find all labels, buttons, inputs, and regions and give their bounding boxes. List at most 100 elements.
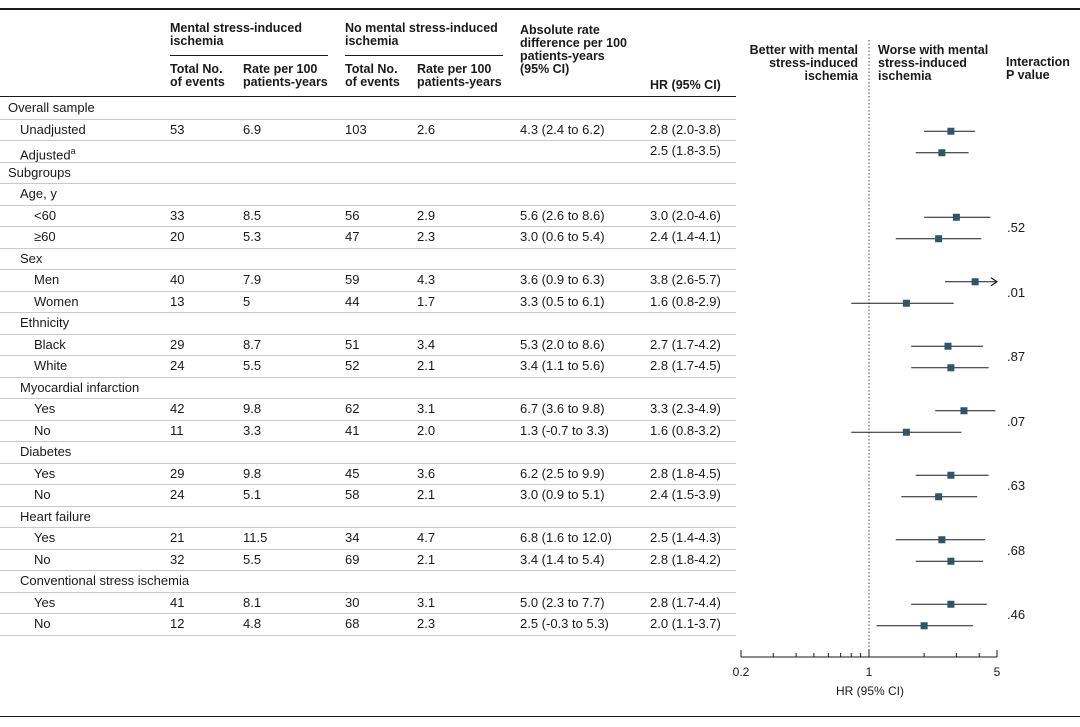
cell-r1: 9.8 bbox=[243, 465, 262, 481]
interaction-pvalue: .87 bbox=[1007, 349, 1026, 364]
cell-r2: 2.6 bbox=[417, 121, 436, 137]
row-label: Black bbox=[34, 336, 66, 352]
row-divider bbox=[0, 591, 736, 593]
x-tick-label: 0.2 bbox=[733, 665, 750, 679]
header-interaction-line: Interaction bbox=[1006, 55, 1070, 69]
row-label: Heart failure bbox=[20, 508, 91, 524]
header-g2-rate-line: patients-years bbox=[417, 75, 502, 89]
header-g2-events-line: of events bbox=[345, 75, 400, 89]
header-better-line: stress-induced bbox=[769, 56, 858, 70]
hr-point-marker bbox=[947, 127, 955, 135]
cell-e1: 12 bbox=[170, 616, 185, 631]
hr-point-marker bbox=[935, 493, 943, 501]
row-label: Women bbox=[34, 293, 79, 309]
cell-hr: 2.8 (1.8-4.5) bbox=[650, 465, 721, 481]
interaction-pvalue: .52 bbox=[1007, 220, 1026, 235]
cell-hr: 2.4 (1.4-4.1) bbox=[650, 229, 721, 244]
header-g2-rate-line: Rate per 100 bbox=[417, 62, 492, 76]
cell-r1: 5.1 bbox=[243, 487, 262, 502]
header-hr-line: HR (95% CI) bbox=[650, 78, 721, 92]
cell-hr: 2.4 (1.5-3.9) bbox=[650, 487, 721, 502]
cell-e2: 51 bbox=[345, 336, 360, 352]
interaction-pvalue: .01 bbox=[1007, 284, 1026, 300]
cell-hr: 2.8 (2.0-3.8) bbox=[650, 121, 721, 137]
hr-point-marker bbox=[952, 213, 960, 221]
cell-diff: 5.6 (2.6 to 8.6) bbox=[520, 207, 605, 223]
cell-hr: 2.0 (1.1-3.7) bbox=[650, 616, 721, 631]
hr-point-marker bbox=[938, 149, 946, 157]
header-g1-events-line: of events bbox=[170, 75, 225, 89]
header-group-no-mental-stress-line: No mental stress-induced bbox=[345, 21, 498, 35]
row-divider bbox=[0, 548, 736, 550]
header-group-no-mental-stress-line: ischemia bbox=[345, 34, 399, 48]
row-divider bbox=[0, 484, 736, 485]
cell-hr: 3.0 (2.0-4.6) bbox=[650, 207, 721, 223]
ci-arrow bbox=[990, 277, 999, 287]
row-divider bbox=[0, 118, 736, 120]
hr-point-marker bbox=[960, 407, 968, 415]
interaction-pvalue: .68 bbox=[1007, 542, 1026, 558]
cell-r2: 2.1 bbox=[417, 358, 436, 373]
row-divider bbox=[0, 505, 736, 507]
row-divider bbox=[0, 183, 736, 184]
cell-hr: 3.8 (2.6-5.7) bbox=[650, 272, 721, 287]
cell-r1: 8.7 bbox=[243, 336, 262, 352]
row-label: Conventional stress ischemia bbox=[20, 573, 190, 588]
cell-r1: 8.1 bbox=[243, 594, 262, 610]
cell-hr: 2.5 (1.4-4.3) bbox=[650, 530, 721, 545]
header-group-mental-stress: Mental stress-induced ischemia bbox=[170, 22, 302, 48]
header-g2-rate: Rate per 100 patients-years bbox=[417, 63, 502, 89]
row-label: Ethnicity bbox=[20, 315, 70, 330]
hr-point-marker bbox=[971, 278, 979, 286]
cell-hr: 2.7 (1.7-4.2) bbox=[650, 336, 721, 352]
hr-point-marker bbox=[920, 622, 928, 630]
row-label: <60 bbox=[34, 207, 57, 223]
row-label: Sex bbox=[20, 250, 43, 266]
cell-diff: 3.4 (1.4 to 5.4) bbox=[520, 551, 605, 567]
row-divider bbox=[0, 527, 736, 528]
cell-e1: 33 bbox=[170, 207, 185, 223]
row-label: Adjusteda bbox=[20, 146, 76, 163]
row-divider bbox=[0, 462, 736, 464]
cell-hr: 1.6 (0.8-2.9) bbox=[650, 293, 721, 309]
header-hr: HR (95% CI) bbox=[650, 79, 721, 92]
row-divider bbox=[0, 376, 736, 378]
cell-e1: 29 bbox=[170, 465, 185, 481]
header-better-line: Better with mental bbox=[749, 43, 858, 57]
interaction-pvalue: .07 bbox=[1007, 413, 1026, 429]
cell-e1: 20 bbox=[170, 229, 185, 244]
cell-r2: 3.4 bbox=[417, 336, 436, 352]
header-g1-rate: Rate per 100 patients-years bbox=[243, 63, 328, 89]
row-divider bbox=[0, 312, 736, 313]
header-worse-line: Worse with mental bbox=[878, 43, 989, 57]
cell-e2: 41 bbox=[345, 422, 360, 438]
row-divider bbox=[0, 355, 736, 356]
row-divider bbox=[0, 269, 736, 270]
hr-point-marker bbox=[947, 364, 955, 372]
row-divider bbox=[0, 333, 736, 335]
row-divider bbox=[0, 398, 736, 399]
header-abs-diff-line: patients-years bbox=[520, 49, 605, 63]
cell-r2: 2.3 bbox=[417, 616, 436, 631]
row-label: Yes bbox=[34, 530, 56, 545]
header-g1-events: Total No. of events bbox=[170, 63, 225, 89]
cell-hr: 2.8 (1.8-4.2) bbox=[650, 551, 721, 567]
cell-e2: 47 bbox=[345, 229, 360, 244]
cell-diff: 6.7 (3.6 to 9.8) bbox=[520, 401, 605, 416]
cell-e1: 21 bbox=[170, 530, 185, 545]
hr-point-marker bbox=[944, 342, 952, 350]
cell-r1: 7.9 bbox=[243, 272, 262, 287]
cell-e1: 24 bbox=[170, 487, 185, 502]
cell-r2: 4.7 bbox=[417, 530, 436, 545]
row-divider bbox=[0, 290, 736, 292]
cell-r2: 2.0 bbox=[417, 422, 436, 438]
interaction-pvalue: .46 bbox=[1007, 607, 1026, 622]
header-group-mental-stress-line: Mental stress-induced bbox=[170, 21, 302, 35]
cell-r1: 5.3 bbox=[243, 229, 262, 244]
cell-e1: 41 bbox=[170, 594, 185, 610]
cell-r1: 8.5 bbox=[243, 207, 262, 223]
hr-point-marker bbox=[935, 235, 943, 243]
row-label: Yes bbox=[34, 594, 56, 610]
header-worse-line: stress-induced bbox=[878, 56, 967, 70]
